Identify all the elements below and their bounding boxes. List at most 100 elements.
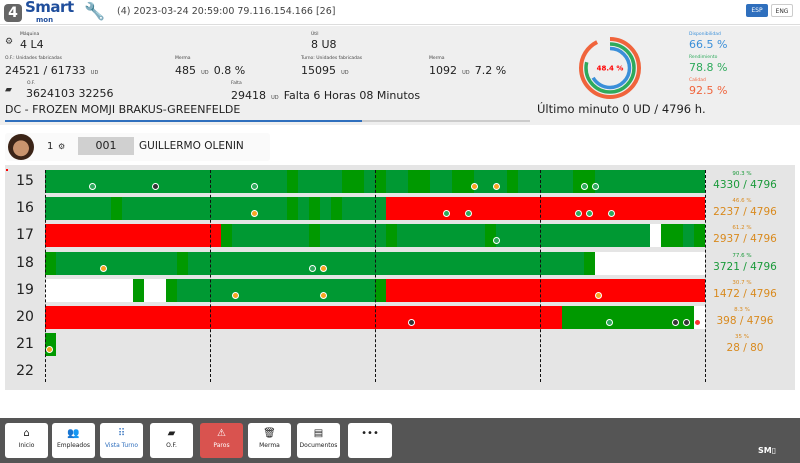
- segment-stop[interactable]: [45, 306, 562, 329]
- segment-run_dark[interactable]: [177, 251, 188, 275]
- event-marker[interactable]: [151, 183, 159, 190]
- segment-run_dark[interactable]: [408, 170, 430, 193]
- event-marker[interactable]: [591, 183, 599, 190]
- lang-esp-button[interactable]: ESP: [746, 4, 768, 17]
- operator-code: 001: [78, 137, 134, 155]
- segment-run_dark[interactable]: [309, 224, 320, 248]
- quarter-hour-line: [375, 170, 376, 382]
- segment-run_dark[interactable]: [331, 197, 342, 221]
- segment-run_dark[interactable]: [452, 170, 474, 193]
- segment-run_dark[interactable]: [221, 224, 232, 248]
- event-marker[interactable]: [319, 291, 327, 299]
- segment-run_dark[interactable]: [661, 224, 683, 248]
- event-marker[interactable]: [88, 183, 96, 190]
- operator-card[interactable]: 1 ⚙ 001 GUILLERMO OLENIN: [5, 133, 270, 161]
- machine-value: 4 L4: [20, 38, 44, 51]
- event-marker[interactable]: [492, 237, 500, 245]
- segment-none[interactable]: [45, 278, 133, 302]
- hour-label: 16: [16, 200, 34, 217]
- util-value: 8 U8: [311, 38, 337, 51]
- event-marker[interactable]: [580, 183, 588, 190]
- segment-run[interactable]: [166, 278, 386, 302]
- segment-run_dark[interactable]: [45, 333, 56, 357]
- hour-row[interactable]: [45, 278, 705, 302]
- event-marker[interactable]: [443, 210, 450, 218]
- segment-run_dark[interactable]: [309, 197, 320, 221]
- current-marker: [6, 169, 8, 171]
- unit: UD: [462, 70, 470, 76]
- event-marker[interactable]: [492, 183, 500, 190]
- event-marker[interactable]: [231, 291, 239, 299]
- event-marker[interactable]: [594, 291, 602, 299]
- hour-row[interactable]: [45, 224, 705, 248]
- segment-stop[interactable]: [386, 197, 705, 221]
- hour-row[interactable]: [45, 251, 705, 275]
- hour-count: 4330 / 4796: [713, 179, 777, 191]
- footer-button-2[interactable]: ⠿ Vista Turno: [100, 423, 143, 458]
- segment-none[interactable]: [595, 251, 705, 275]
- event-marker[interactable]: [682, 319, 690, 326]
- wrench-icon[interactable]: 🔧: [84, 2, 106, 22]
- event-marker[interactable]: [465, 210, 472, 218]
- segment-run_dark[interactable]: [485, 224, 496, 248]
- segment-run[interactable]: [221, 224, 705, 248]
- event-marker[interactable]: [586, 210, 593, 218]
- footer-button-label: Empleados: [56, 442, 91, 449]
- footer-button-0[interactable]: ⌂ Inicio: [5, 423, 48, 458]
- segment-none[interactable]: [144, 278, 166, 302]
- footer-button-1[interactable]: 👥 Empleados: [52, 423, 95, 458]
- event-marker[interactable]: [319, 264, 327, 272]
- footer-button-4[interactable]: ⚠ Paros: [200, 423, 243, 458]
- footer-button-7[interactable]: •••: [348, 423, 392, 458]
- hour-row[interactable]: [45, 197, 705, 221]
- event-marker[interactable]: [608, 210, 615, 218]
- segment-none[interactable]: [650, 224, 661, 248]
- falta-value: 29418: [231, 89, 266, 102]
- folder-icon: ▰: [167, 428, 176, 439]
- hour-row[interactable]: [45, 333, 705, 357]
- segment-stop[interactable]: [45, 224, 221, 248]
- calidad-label: Calidad: [689, 78, 706, 83]
- event-marker[interactable]: [99, 264, 107, 272]
- event-marker[interactable]: [407, 319, 415, 326]
- segment-run_dark[interactable]: [584, 251, 595, 275]
- segment-run_dark[interactable]: [386, 224, 397, 248]
- segment-run_dark[interactable]: [375, 170, 386, 193]
- footer-button-3[interactable]: ▰ O.F.: [150, 423, 193, 458]
- segment-run[interactable]: [45, 197, 386, 221]
- falta-text: Falta 6 Horas 08 Minutos: [283, 89, 421, 102]
- segment-run[interactable]: [45, 251, 595, 275]
- segment-run_dark[interactable]: [694, 224, 705, 248]
- segment-run_dark[interactable]: [45, 251, 56, 275]
- hour-label: 20: [16, 309, 34, 325]
- segment-run_dark[interactable]: [342, 170, 364, 193]
- event-marker[interactable]: [250, 210, 258, 218]
- home-icon: ⌂: [23, 428, 30, 439]
- footer-button-6[interactable]: ▤ Documentos: [297, 423, 340, 458]
- segment-run_dark[interactable]: [287, 197, 298, 221]
- segment-run_dark[interactable]: [287, 170, 298, 193]
- event-marker[interactable]: [605, 319, 613, 326]
- event-marker[interactable]: [693, 319, 701, 326]
- segment-run_dark[interactable]: [573, 170, 595, 193]
- segment-run_dark[interactable]: [562, 306, 694, 329]
- segment-run_dark[interactable]: [111, 197, 122, 221]
- operator-name: GUILLERMO OLENIN: [139, 140, 244, 152]
- segment-run_dark[interactable]: [166, 278, 177, 302]
- segment-none[interactable]: [694, 306, 705, 329]
- machine-label: Máquina: [20, 32, 40, 37]
- hour-row[interactable]: [45, 306, 705, 329]
- lang-eng-button[interactable]: ENG: [771, 4, 793, 17]
- event-marker[interactable]: [308, 264, 316, 272]
- event-marker[interactable]: [671, 319, 679, 326]
- segment-run_dark[interactable]: [375, 278, 386, 302]
- segment-stop[interactable]: [386, 278, 705, 302]
- hour-label: 17: [16, 227, 34, 244]
- event-marker[interactable]: [250, 183, 258, 190]
- footer-button-5[interactable]: 🗑 Merma: [248, 423, 291, 458]
- segment-run_dark[interactable]: [133, 278, 144, 302]
- event-marker[interactable]: [45, 346, 53, 354]
- segment-run_dark[interactable]: [507, 170, 518, 193]
- event-marker[interactable]: [470, 183, 478, 190]
- event-marker[interactable]: [575, 210, 582, 218]
